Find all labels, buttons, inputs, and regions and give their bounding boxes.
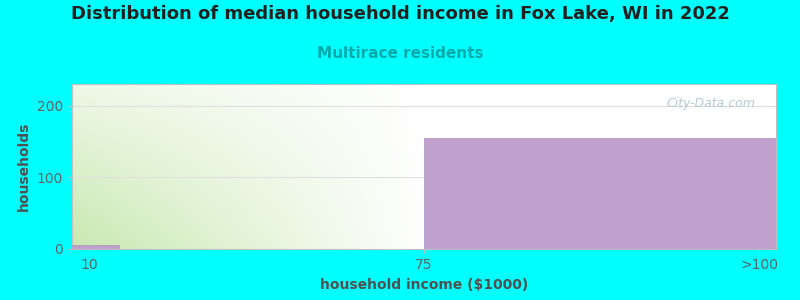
Text: City-Data.com: City-Data.com xyxy=(666,97,755,110)
X-axis label: household income ($1000): household income ($1000) xyxy=(320,278,528,292)
Y-axis label: households: households xyxy=(17,122,31,211)
Bar xyxy=(424,138,776,249)
Text: Multirace residents: Multirace residents xyxy=(317,46,483,62)
Bar xyxy=(58,245,119,249)
Text: Distribution of median household income in Fox Lake, WI in 2022: Distribution of median household income … xyxy=(70,4,730,22)
